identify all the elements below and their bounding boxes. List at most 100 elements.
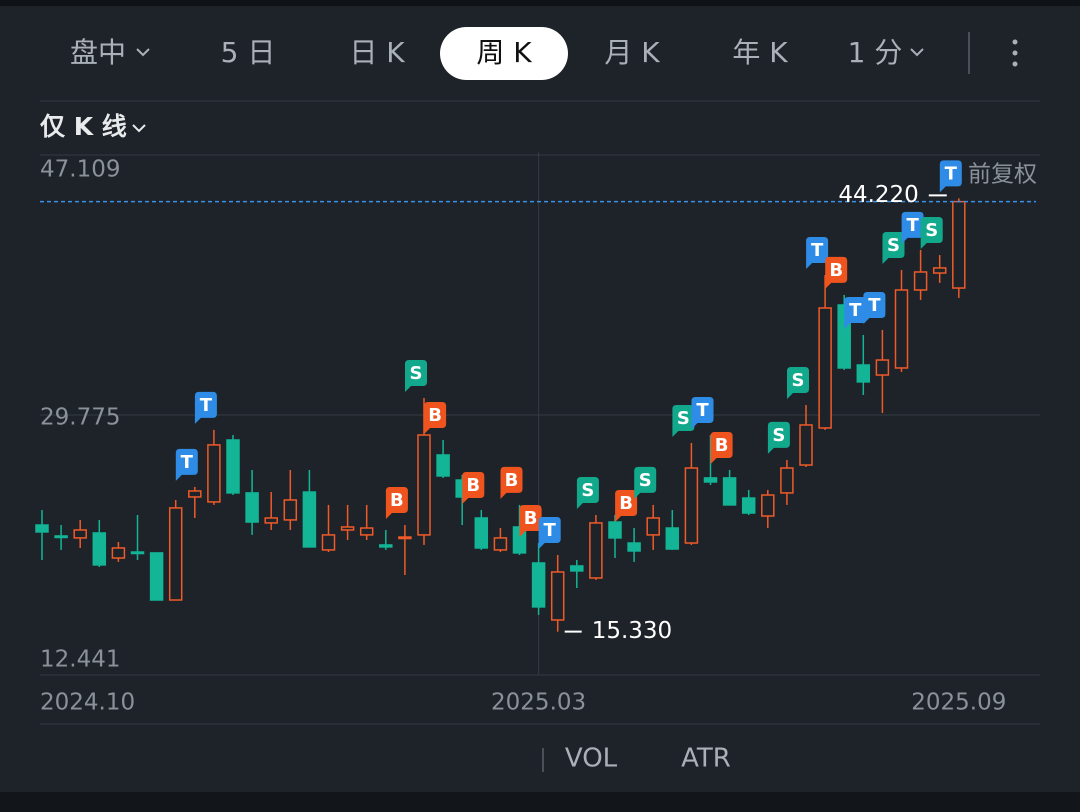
indicator-tab[interactable]: VOL: [565, 744, 618, 774]
candle-body: [703, 477, 718, 483]
candle-body: [741, 497, 756, 514]
y-tick-label: 29.775: [40, 405, 120, 431]
chevron: [910, 48, 924, 57]
plot: 12.441 29.775 47.109 2024.10 2025.03 2025.09 4…: [35, 152, 1040, 716]
chevron: [132, 124, 146, 133]
x-tick-label: 2024.10: [40, 690, 135, 716]
flag[interactable]: [615, 490, 638, 523]
flag-label: S: [639, 470, 652, 491]
flag[interactable]: [385, 487, 408, 520]
candle-body: [932, 267, 947, 274]
flag[interactable]: [806, 236, 829, 269]
flag[interactable]: [844, 296, 867, 329]
candle-body: [340, 526, 355, 531]
candle-body: [550, 571, 565, 621]
candle-body: [894, 289, 909, 369]
flag-label: S: [581, 480, 594, 501]
flag-label: B: [524, 508, 538, 529]
flag[interactable]: [901, 211, 924, 244]
flag[interactable]: [519, 505, 542, 538]
flag-label: B: [390, 490, 404, 511]
flag[interactable]: [424, 401, 447, 434]
flag[interactable]: [194, 391, 217, 424]
candle-body: [379, 544, 393, 548]
dot: [1012, 61, 1018, 67]
tab[interactable]: 周 K: [476, 36, 532, 69]
flag-label: S: [772, 425, 785, 446]
candle-body: [761, 494, 775, 517]
candle-body: [665, 527, 680, 550]
flag[interactable]: [863, 292, 886, 325]
candle-body: [130, 551, 145, 555]
flag[interactable]: [500, 466, 523, 499]
candle-body: [531, 562, 546, 608]
tab[interactable]: 日 K: [349, 36, 405, 69]
flag[interactable]: [939, 160, 962, 193]
candle-body: [359, 527, 374, 536]
flag[interactable]: [920, 217, 943, 250]
indicator-tab[interactable]: ATR: [681, 744, 731, 774]
candle-body: [35, 524, 49, 533]
candle-body: [207, 444, 221, 503]
candle-body: [54, 535, 68, 539]
flag-label: B: [715, 435, 729, 456]
flag-label: B: [466, 475, 480, 496]
tab-bar: 盘中 5 日 日 K 周 K 月 K 年 K 1 分: [70, 27, 902, 80]
tab[interactable]: 月 K: [604, 36, 660, 69]
x-tick-label: 2025.03: [491, 690, 586, 716]
candle-body: [875, 359, 890, 376]
flag[interactable]: [710, 431, 733, 464]
tab[interactable]: 1 分: [848, 36, 903, 69]
candle-body: [92, 532, 107, 566]
tab[interactable]: 盘中: [70, 36, 126, 69]
tab[interactable]: 年 K: [732, 36, 788, 69]
flag-label: T: [811, 240, 824, 261]
flag-label: T: [181, 452, 194, 473]
flag[interactable]: [175, 448, 198, 481]
candle-body: [398, 536, 412, 540]
flag-label: T: [945, 163, 958, 184]
candle-body: [321, 534, 336, 551]
candle-body: [73, 529, 87, 539]
candle-body: [722, 477, 737, 506]
active-tab-bg: [440, 27, 568, 80]
flag[interactable]: [825, 256, 848, 289]
flag[interactable]: [634, 466, 657, 499]
flag[interactable]: [691, 397, 714, 430]
candle-body: [264, 517, 278, 524]
candle-body: [952, 200, 966, 289]
candle-body: [111, 547, 126, 559]
candle-body: [436, 454, 450, 477]
candle-body: [570, 565, 584, 572]
adjust-label[interactable]: 前复权: [968, 162, 1037, 188]
flag[interactable]: [462, 472, 485, 505]
flag-label: B: [428, 405, 442, 426]
tab[interactable]: 5 日: [221, 36, 276, 69]
flag[interactable]: [538, 517, 561, 550]
flag[interactable]: [882, 232, 905, 265]
flag[interactable]: [576, 476, 599, 509]
x-tick-label: 2025.09: [911, 690, 1006, 716]
candle-body: [226, 439, 240, 494]
flag[interactable]: [672, 404, 695, 437]
y-tick-label: 47.109: [40, 157, 120, 183]
flag[interactable]: [405, 359, 427, 392]
max-label: 44.220: [838, 182, 918, 208]
flag-label: T: [200, 395, 213, 416]
view-mode[interactable]: 仅 K 线: [40, 112, 127, 141]
candle-body: [818, 307, 832, 429]
candle-body: [149, 552, 164, 601]
bottom-strip: [0, 792, 1080, 812]
more-menu[interactable]: [1012, 39, 1018, 67]
candle-body: [646, 517, 660, 536]
flag[interactable]: [767, 421, 790, 454]
flag-label: B: [619, 493, 633, 514]
candle-body: [913, 271, 928, 291]
candle-body: [856, 364, 871, 383]
flag[interactable]: [787, 367, 809, 400]
flag-label: B: [505, 470, 519, 491]
flag-label: T: [696, 400, 709, 421]
candle-body: [780, 467, 794, 494]
